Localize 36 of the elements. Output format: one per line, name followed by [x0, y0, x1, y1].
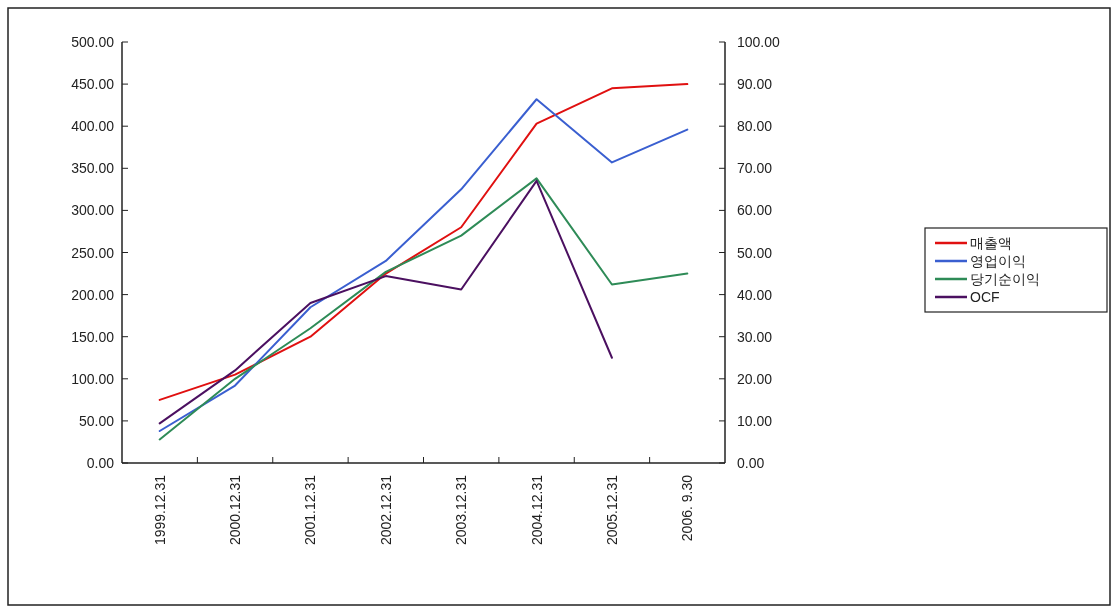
- y-tick-label: 300.00: [71, 202, 115, 219]
- y-tick-label: 350.00: [71, 160, 115, 177]
- y2-tick-label: 0.00: [737, 455, 765, 471]
- line-series: [158, 177, 689, 441]
- y-tick-label: 150.00: [71, 328, 115, 345]
- y-tick-label: 50.00: [78, 412, 115, 429]
- y2-tick-label: 50.00: [737, 244, 773, 261]
- y-tick-label: 200.00: [71, 286, 115, 303]
- y2-tick-label: 90.00: [737, 76, 773, 93]
- legend-label: 당기순이익: [970, 271, 1040, 287]
- x-tick-label: 2005.12.31: [603, 474, 620, 546]
- y-tick-label: 100.00: [71, 370, 115, 387]
- x-tick-label: 2003.12.31: [453, 474, 470, 546]
- y2-tick-label: 100.00: [737, 34, 781, 50]
- y2-tick-label: 60.00: [737, 202, 773, 219]
- y2-tick-label: 10.00: [737, 412, 773, 429]
- y2-tick-label: 40.00: [737, 286, 773, 303]
- y-tick-label: 450.00: [71, 76, 115, 93]
- y-tick-label: 250.00: [71, 244, 115, 261]
- x-tick-label: 2001.12.31: [302, 474, 319, 546]
- y2-tick-label: 70.00: [737, 160, 773, 177]
- y-tick-label: 400.00: [71, 118, 115, 135]
- x-tick-label: 2000.12.31: [227, 474, 244, 546]
- x-tick-label: 1999.12.31: [151, 474, 168, 546]
- y-tick-label: 500.00: [71, 34, 115, 50]
- x-tick-label: 2002.12.31: [377, 474, 394, 546]
- line-series: [158, 179, 613, 425]
- legend-label: 영업이익: [970, 253, 1026, 269]
- y2-tick-label: 30.00: [737, 328, 773, 345]
- y2-tick-label: 20.00: [737, 370, 773, 387]
- legend-label: OCF: [970, 289, 1000, 305]
- x-tick-label: 2006. 9.30: [679, 474, 696, 542]
- y2-tick-label: 80.00: [737, 118, 773, 135]
- legend-label: 매출액: [970, 235, 1012, 251]
- x-tick-label: 2004.12.31: [528, 474, 545, 546]
- y-tick-label: 0.00: [86, 455, 115, 471]
